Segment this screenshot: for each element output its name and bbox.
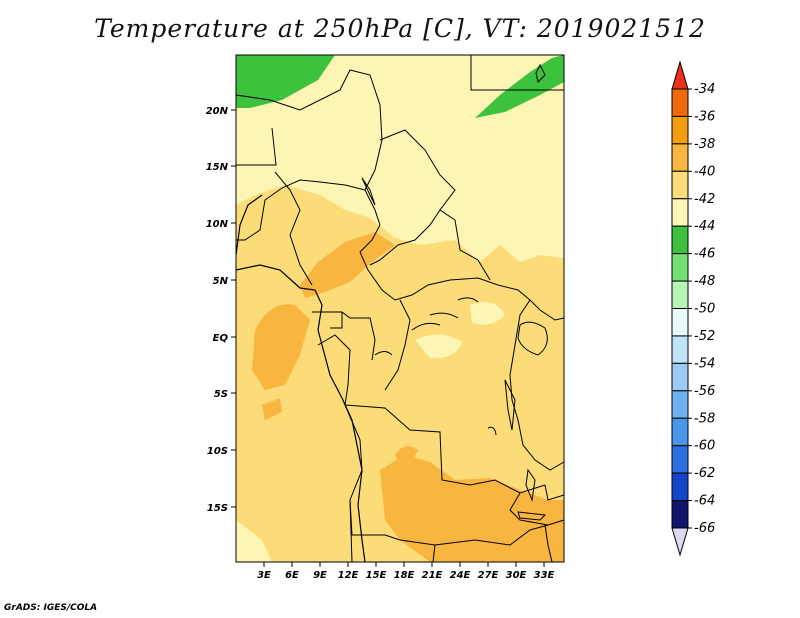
field-orange-south: [380, 455, 564, 562]
lon-tick-label: 9E: [313, 570, 327, 581]
colorbar-label: -42: [694, 192, 715, 207]
colorbar-segment: [671, 225, 689, 255]
colorbar-segment: [671, 335, 689, 364]
colorbar-segment: [671, 88, 689, 117]
lat-tick-label: 5N: [213, 276, 229, 287]
lon-tick-label: 24E: [450, 570, 471, 581]
colorbar-segment: [671, 170, 689, 200]
coastline: [235, 194, 366, 563]
colorbar-label: -58: [694, 411, 715, 426]
field-green-nw: [236, 55, 335, 108]
colorbar-segment: [671, 308, 689, 337]
colorbar-segment: [671, 198, 689, 227]
colorbar-label: -66: [694, 521, 715, 536]
field-orange-west-2: [262, 398, 282, 420]
lat-tick-label: 15N: [206, 162, 229, 173]
lon-tick-label: 27E: [478, 570, 499, 581]
grads-credit: GrADS: IGES/COLA: [4, 603, 98, 613]
map-title: Temperature at 250hPa [C], VT: 201902151…: [94, 14, 706, 43]
colorbar-segment: [671, 280, 689, 309]
colorbar-label: -46: [694, 247, 715, 262]
field-north-pale: [236, 55, 564, 262]
colorbar-segment: [671, 445, 689, 474]
colorbar-label: -50: [694, 302, 715, 317]
colorbar-label: -38: [694, 137, 715, 152]
lon-tick-label: 21E: [422, 570, 443, 581]
colorbar-top-arrow: [671, 60, 689, 90]
lat-axis: [231, 109, 236, 508]
field-orange-blotch: [395, 446, 418, 463]
lon-tick-label: 30E: [506, 570, 527, 581]
lon-tick-label: 15E: [366, 570, 387, 581]
plot-frame: [235, 54, 565, 563]
field-orange-central: [300, 232, 395, 298]
colorbar-segment: [671, 500, 689, 529]
colorbar-label: -34: [694, 82, 715, 97]
colorbar-segment: [671, 390, 689, 419]
colorbar-segment: [671, 253, 689, 282]
lat-tick-label: 10N: [206, 219, 229, 230]
colorbar-segment: [671, 115, 689, 145]
country-boundaries: [235, 55, 565, 563]
field-pale-blotch-2: [470, 302, 505, 325]
colorbar-label: -36: [694, 109, 715, 124]
colorbar-segment: [671, 143, 689, 172]
lakes: [361, 63, 548, 521]
colorbar: -34 -36 -38 -40 -42 -44 -46 -48 -50 -52 -54 -56 -58 -…: [671, 60, 715, 557]
colorbar-label: -54: [694, 356, 715, 371]
colorbar-label: -62: [694, 466, 715, 481]
colorbar-label: -44: [694, 219, 715, 234]
lon-tick-label: 18E: [394, 570, 415, 581]
field-orange-west: [252, 304, 310, 390]
field-green-ne: [475, 55, 564, 118]
colorbar-label: -52: [694, 329, 715, 344]
lon-tick-label: 33E: [534, 570, 555, 581]
field-pale-blotch-1: [415, 334, 462, 359]
lat-tick-label: 10S: [207, 446, 228, 457]
colorbar-segment: [671, 362, 689, 392]
lon-tick-label: 6E: [285, 570, 299, 581]
colorbar-label: -40: [694, 164, 715, 179]
colorbar-segment: [671, 472, 689, 502]
colorbar-label: -64: [694, 494, 715, 509]
lat-tick-label: 15S: [207, 503, 228, 514]
lon-tick-label: 12E: [338, 570, 359, 581]
field-pale-blotch-3: [236, 520, 272, 562]
colorbar-label: -60: [694, 439, 715, 454]
colorbar-label: -48: [694, 274, 715, 289]
lat-tick-label: 20N: [206, 106, 229, 117]
colorbar-label: -56: [694, 384, 715, 399]
colorbar-bottom-arrow: [671, 527, 689, 557]
lat-tick-label: EQ: [213, 333, 229, 344]
lat-tick-label: 5S: [214, 389, 228, 400]
colorbar-segment: [671, 417, 689, 447]
lon-axis: [263, 562, 545, 567]
lon-tick-label: 3E: [257, 570, 271, 581]
